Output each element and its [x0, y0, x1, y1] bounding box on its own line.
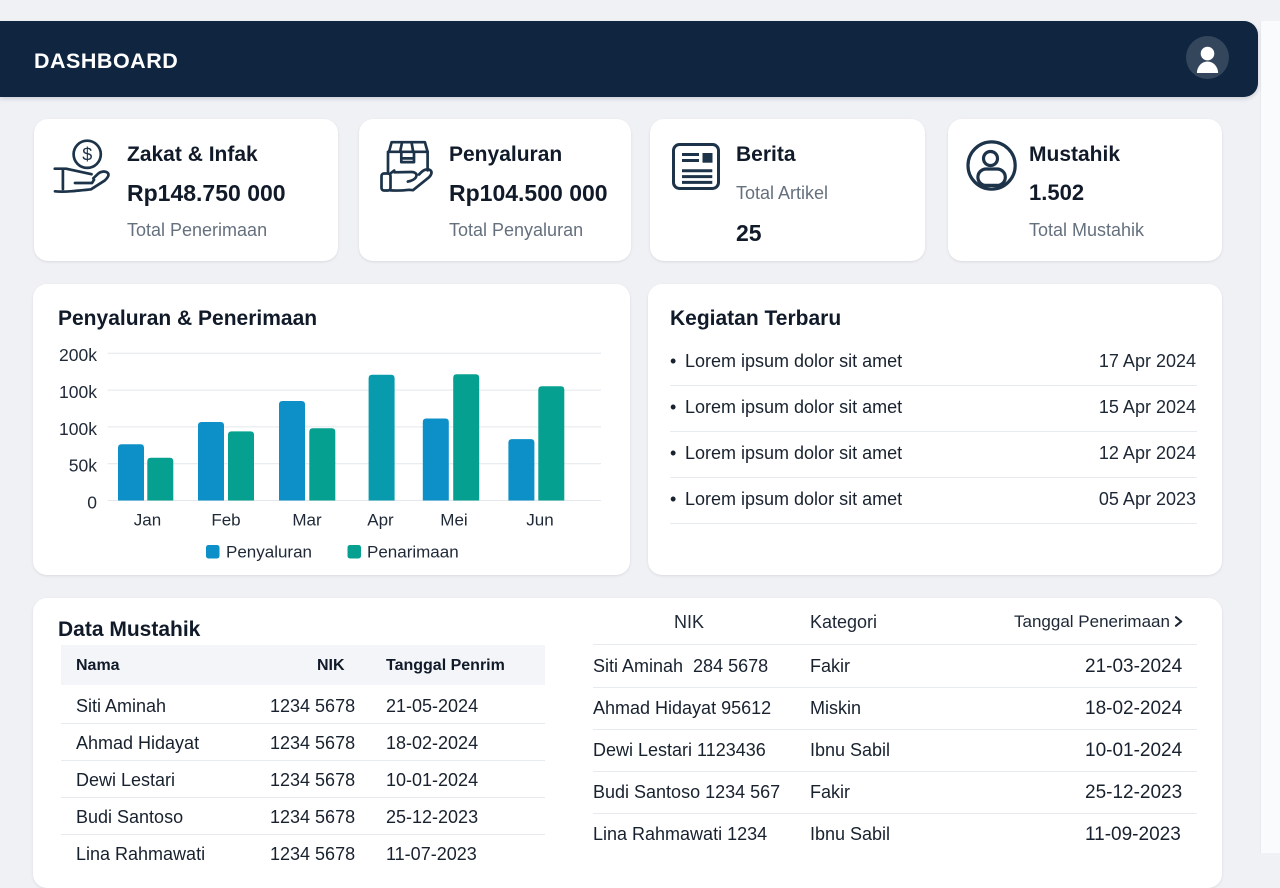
- svg-text:Mar: Mar: [292, 511, 322, 530]
- svg-text:50k: 50k: [69, 456, 97, 476]
- svg-text:$: $: [82, 145, 92, 165]
- svg-text:Jun: Jun: [526, 511, 553, 530]
- svg-text:Apr: Apr: [367, 511, 394, 530]
- svg-text:0: 0: [87, 492, 97, 512]
- svg-text:Penyaluran: Penyaluran: [226, 543, 312, 562]
- svg-text:Penarimaan: Penarimaan: [367, 543, 459, 562]
- svg-text:Mei: Mei: [440, 511, 467, 530]
- svg-text:Jan: Jan: [134, 511, 161, 530]
- svg-text:100k: 100k: [59, 382, 97, 402]
- svg-text:200k: 200k: [59, 345, 97, 365]
- svg-text:100k: 100k: [59, 419, 97, 439]
- svg-text:Feb: Feb: [211, 511, 240, 530]
